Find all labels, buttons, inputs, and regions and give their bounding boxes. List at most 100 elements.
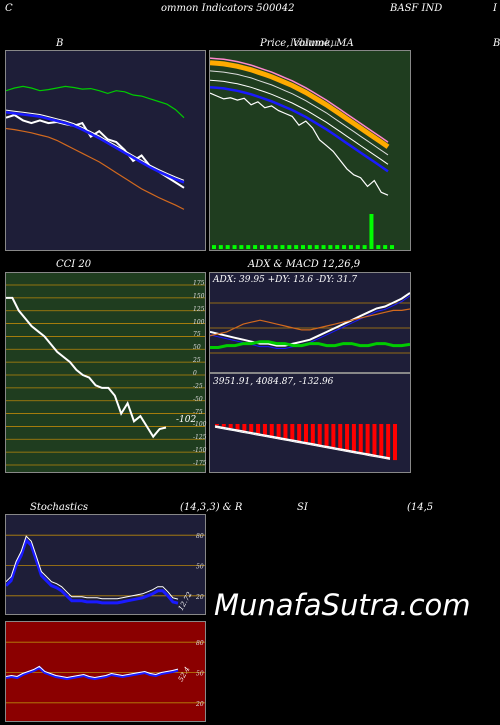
volume-bar <box>239 245 244 249</box>
volume-bar <box>294 245 299 249</box>
volume-bar <box>321 245 326 249</box>
macd-histogram-bar <box>215 424 219 426</box>
volume-bar <box>335 245 340 249</box>
macd-histogram-bar <box>365 424 370 456</box>
cci-chart <box>6 284 205 466</box>
rsi-chart: 80 50 20 52.4 <box>6 640 205 708</box>
macd-histogram-bar <box>256 424 261 434</box>
price-panel <box>209 50 411 251</box>
volume-bar <box>266 245 271 249</box>
header-left: C <box>5 3 13 14</box>
macd-histogram-bar <box>269 424 274 437</box>
cci-title: CCI 20 <box>56 259 92 270</box>
macd-histogram-bar <box>221 424 226 427</box>
cci-tick-label: 175 <box>193 280 205 287</box>
volume-bar <box>212 245 216 249</box>
price-ma-pink <box>210 57 389 143</box>
macd-histogram-bar <box>310 424 315 445</box>
macd-line <box>214 425 391 459</box>
cci-tick-label: 150 <box>193 292 205 300</box>
adx-macd-title: ADX & MACD 12,26,9 <box>248 259 361 270</box>
bollinger-panel <box>5 50 206 251</box>
volume-bar <box>301 245 305 249</box>
header-edge: I <box>493 3 497 14</box>
macd-histogram-bar <box>242 424 247 431</box>
volume-bar <box>225 245 230 249</box>
volume-bar <box>273 245 278 249</box>
macd-histogram-bar <box>358 424 363 454</box>
macd-histogram-bar <box>372 424 377 457</box>
macd-histogram-bar <box>297 424 302 442</box>
volume-bar <box>246 245 251 249</box>
volume-bar <box>314 245 319 249</box>
stoch-tick-label: 80 <box>196 533 204 540</box>
volume-bar <box>307 245 312 249</box>
macd-panel <box>209 373 411 473</box>
bb-middle-edge <box>6 109 185 181</box>
macd-histogram-bar <box>393 424 397 461</box>
rsi-line <box>6 665 179 681</box>
cci-tick-label: -50 <box>193 395 203 403</box>
macd-histogram-bar <box>324 424 329 448</box>
volume-bar <box>280 245 285 249</box>
bb-lower-line <box>6 127 185 210</box>
adx-readout: ADX: 39.95 +DY: 13.6 -DY: 31.7 <box>213 275 358 285</box>
stoch-tick-label: 20 <box>195 594 204 601</box>
volume-bar <box>342 245 347 249</box>
macd-histogram-bar <box>331 424 336 449</box>
adx-line <box>210 292 410 347</box>
cci-value-label: -102 <box>176 415 197 425</box>
cci-tick-label: -100 <box>193 421 207 429</box>
stoch-d-line <box>6 535 179 600</box>
volume-bar <box>348 245 353 249</box>
plus-dy-line <box>210 340 410 349</box>
bollinger-chart <box>6 85 185 210</box>
volume-bar <box>390 245 394 249</box>
price-ma-gray <box>210 70 389 156</box>
rsi-panel: 80 50 20 52.4 <box>5 621 206 722</box>
minus-dy-line <box>210 308 410 337</box>
cci-tick-label: -125 <box>193 434 207 442</box>
cci-tick-label: 25 <box>193 357 201 365</box>
rsi-value-label: 52.4 <box>177 665 192 683</box>
volume-bar <box>218 245 223 249</box>
header-center: ommon Indicators 500042 <box>161 3 295 14</box>
cci-tick-label: -150 <box>193 447 207 455</box>
rsi-tick-label: 50 <box>196 671 204 678</box>
cci-tick-label: -75 <box>193 408 203 416</box>
cci-tick-label: 125 <box>193 305 205 313</box>
volume-bar <box>362 245 367 249</box>
price-title-overlap: Ichimoku <box>290 38 338 49</box>
macd-histogram-bar <box>262 424 267 435</box>
rsi-tick-label: 80 <box>196 640 204 647</box>
macd-histogram-bar <box>276 424 281 438</box>
macd-histogram-bar <box>249 424 254 433</box>
macd-histogram-bar <box>379 424 384 458</box>
volume-bar <box>355 245 360 249</box>
macd-histogram-bar <box>283 424 288 439</box>
price-close-line <box>210 92 389 196</box>
volume-bar <box>259 245 264 249</box>
adx-chart <box>210 292 410 354</box>
macd-chart <box>214 424 397 461</box>
rsi-title: SI <box>297 502 308 513</box>
cci-tick-label: 75 <box>193 331 201 339</box>
stoch-value-label: 12.72 <box>177 590 194 612</box>
stoch-params: (14,3,3) & R <box>180 502 243 513</box>
volume-bar <box>232 245 237 249</box>
price-chart <box>210 57 394 249</box>
header-right: BASF IND <box>390 3 443 14</box>
macd-histogram-bar <box>228 424 233 429</box>
cci-tick-label: 0 <box>193 370 197 377</box>
macd-histogram-bar <box>290 424 295 441</box>
stoch-panel: 80 50 20 12.72 <box>5 514 206 615</box>
macd-histogram-bar <box>304 424 308 443</box>
macd-histogram-bar <box>345 424 350 452</box>
stoch-k-line <box>6 537 179 605</box>
cci-tick-label: 100 <box>193 318 205 326</box>
macd-histogram-bar <box>338 424 343 450</box>
rsi-tick-label: 20 <box>195 701 204 708</box>
price-title: Price, Volume, MA <box>260 38 354 49</box>
cci-panel <box>5 272 206 473</box>
